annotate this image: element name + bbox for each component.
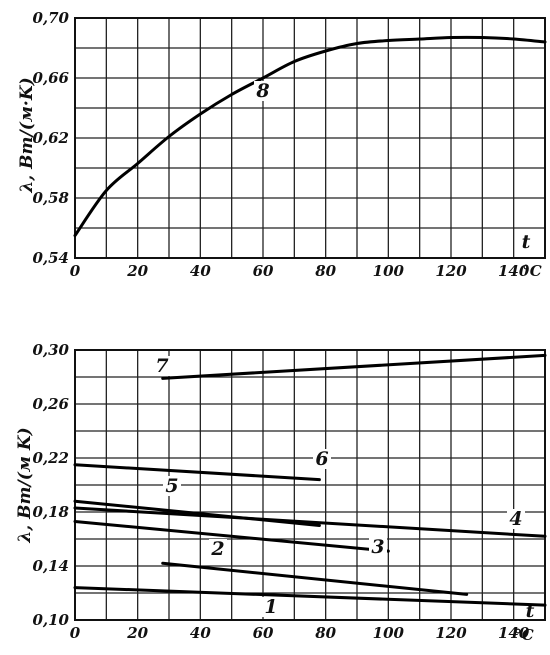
series-label-5: 5 (165, 475, 178, 497)
series-label-1: 1 (264, 596, 277, 618)
series-label-bg (262, 597, 280, 617)
series-label-8: 8 (255, 80, 269, 102)
y-tick-label: 0,10 (32, 611, 69, 629)
y-tick-label: 0,14 (32, 557, 69, 575)
series-label-bg (254, 81, 272, 101)
x-tick-label: 60 (253, 262, 274, 280)
series-line-2 (161, 561, 469, 596)
x-tick-label: 80 (315, 262, 336, 280)
x-tick-label: 140 (498, 624, 530, 642)
series-line-6 (73, 463, 321, 482)
x-tick-label: 100 (373, 262, 405, 280)
y-tick-label: 0,30 (32, 341, 69, 359)
series-label-3: 3 (371, 536, 384, 558)
x-tick-label: 120 (435, 262, 467, 280)
series-line-7 (161, 353, 547, 380)
series-line-4 (73, 506, 547, 538)
series-label-bg (163, 476, 181, 496)
x-tick-label: 40 (190, 624, 211, 642)
series-label-bg (313, 449, 331, 469)
series-line-5 (73, 499, 321, 527)
x-tick-label: 60 (253, 624, 274, 642)
series-line-8 (73, 35, 547, 237)
x-axis-label: t (522, 231, 531, 253)
series-line-3 (73, 519, 390, 553)
y-tick-label: 0,54 (32, 249, 69, 267)
y-tick-label: 0,26 (32, 395, 69, 413)
x-tick-label: 20 (126, 624, 148, 642)
series-label-7: 7 (155, 355, 168, 377)
y-axis-label: λ, Вт/(м K) (15, 427, 35, 543)
y-tick-label: 0,22 (32, 449, 69, 467)
y-tick-label: 0,18 (32, 503, 69, 521)
series-line-1 (73, 586, 547, 607)
series-label-bg (153, 356, 171, 376)
series-label-6: 6 (315, 448, 328, 470)
y-tick-label: 0,62 (32, 129, 69, 147)
x-tick-label: 20 (126, 262, 148, 280)
series-label-2: 2 (210, 538, 224, 560)
x-axis-unit: °C (522, 262, 542, 280)
x-tick-label: 0 (70, 624, 81, 642)
plot-frame (74, 17, 546, 259)
x-axis-unit: °C (514, 626, 534, 644)
series-label-bg (369, 537, 387, 557)
series-label-bg (507, 509, 525, 529)
x-tick-label: 140 (498, 262, 530, 280)
x-tick-label: 40 (190, 262, 211, 280)
series-label-4: 4 (509, 508, 522, 530)
x-tick-label: 120 (435, 624, 467, 642)
y-tick-label: 0,70 (32, 9, 69, 27)
x-tick-label: 0 (70, 262, 81, 280)
x-tick-label: 80 (315, 624, 336, 642)
y-tick-label: 0,66 (32, 69, 69, 87)
top-chart-panel: 0 20 40 60 80 100 120 140 0,54 0,58 0,62 0,66 0,70 λ,… (17, 9, 547, 280)
x-axis-label: t (526, 600, 535, 622)
x-tick-label: 100 (373, 624, 405, 642)
plot-frame (74, 349, 546, 621)
series-label-bg (209, 539, 227, 559)
y-axis-label: λ, Вт/(м·K) (17, 77, 37, 193)
y-tick-label: 0,58 (32, 189, 69, 207)
bottom-chart-panel: 0 20 40 60 80 100 120 140 0,10 0,14 0,18 0,22 0,26 0,… (15, 341, 547, 644)
